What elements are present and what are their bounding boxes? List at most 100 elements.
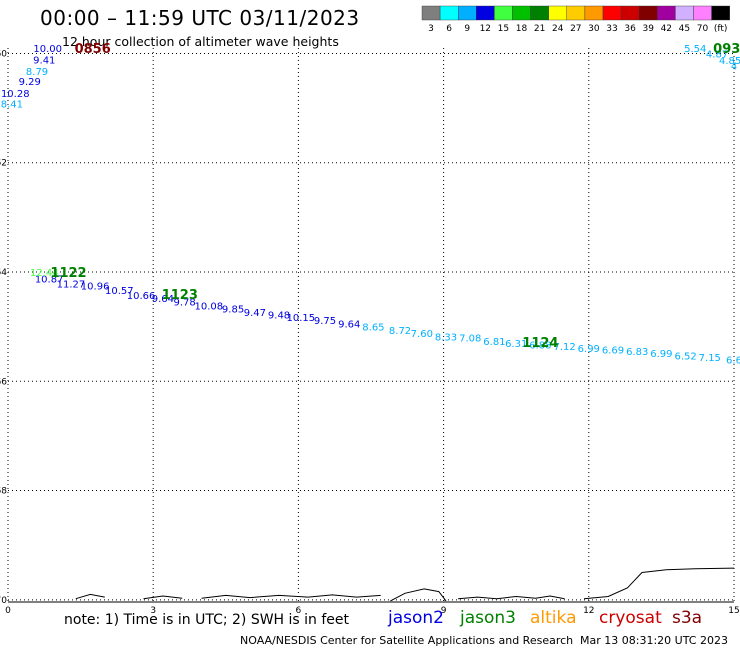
swh-point-label: 6.99	[650, 349, 672, 360]
coastline-segment	[75, 593, 105, 600]
swh-point-label: 7.60	[411, 329, 433, 340]
swh-point-label: 4.85	[719, 56, 740, 67]
footer-organization: NOAA/NESDIS Center for Satellite Applica…	[240, 634, 574, 647]
swh-point-label: 9.64	[338, 319, 360, 330]
pass-time-label: 1123	[162, 288, 198, 303]
colorbar-swatch	[548, 5, 568, 21]
swh-point-label: 12.44	[30, 268, 59, 279]
swh-point-label: 6.81	[483, 337, 505, 348]
coastline-segment	[458, 595, 565, 600]
swh-point-label: 10.96	[81, 282, 110, 293]
colorbar-label: 36	[624, 24, 636, 34]
colorbar-label: 15	[498, 24, 509, 34]
swh-point-label: 8.65	[362, 323, 384, 334]
swh-point-label: 7.15	[699, 353, 721, 364]
chart-grid	[8, 48, 734, 602]
swh-point-label: 6.31	[505, 339, 527, 350]
swh-point-label: 4	[731, 61, 737, 72]
colorbar-swatch	[639, 5, 658, 21]
chart-note: note: 1) Time is in UTC; 2) SWH is in fe…	[64, 612, 350, 628]
colorbar-swatch	[675, 5, 694, 21]
legend-jason2: jason2	[388, 608, 444, 628]
swh-point-label: 10.28	[1, 89, 30, 100]
pass-time-label: 1122	[50, 266, 86, 281]
colorbar-swatch	[566, 5, 586, 21]
y-tick-label: -64	[0, 268, 7, 278]
x-tick-label: 6	[296, 606, 302, 616]
colorbar-swatch	[458, 5, 477, 21]
swh-point-label: 6.83	[626, 347, 648, 358]
swh-point-label: 6.99	[578, 344, 600, 355]
swh-point-label: 9.29	[19, 77, 41, 88]
swh-point-label: 5.54	[684, 44, 706, 55]
swh-point-label: 8.33	[435, 332, 457, 343]
y-tick-label: -68	[0, 487, 7, 497]
swh-point-label: 6.52	[674, 352, 696, 363]
swh-point-label: 9.41	[33, 55, 55, 66]
footer-timestamp: Mar 13 08:31:20 UTC 2023	[580, 634, 728, 647]
colorbar-label: 33	[606, 24, 617, 34]
x-tick-label: 9	[441, 606, 447, 616]
swh-point-label: 9.48	[268, 311, 290, 322]
swh-point-label: 10.00	[33, 44, 62, 55]
colorbar-swatch	[584, 5, 604, 21]
colorbar-label: 30	[588, 24, 600, 34]
y-tick-label: -62	[0, 159, 7, 169]
swh-point-label: 8.41	[1, 100, 23, 111]
colorbar-swatch	[439, 5, 459, 21]
colorbar-label: 42	[661, 24, 672, 34]
swh-point-label: 9.85	[222, 305, 244, 316]
swh-point-label: 7.12	[553, 342, 575, 353]
colorbar-swatch	[693, 5, 712, 21]
colorbar-label: 12	[480, 24, 491, 34]
legend-cryosat: cryosat	[599, 608, 662, 628]
swh-point-label: 7.08	[459, 334, 481, 345]
colorbar-label: 6	[446, 24, 452, 34]
colorbar-swatch	[711, 5, 730, 21]
x-tick-label: 3	[150, 606, 156, 616]
coastline-segment	[201, 594, 381, 599]
swh-point-label: 9.75	[314, 316, 336, 327]
colorbar-swatch	[494, 5, 513, 21]
axis-ticks: 0 3 6 9 12 15 -60 -62 -64 -66 -68 -70	[0, 49, 740, 616]
colorbar-label: 21	[534, 24, 545, 34]
swh-point-label: 9.64	[152, 294, 174, 305]
colorbar-swatch	[620, 5, 640, 21]
pass-time-label: 093	[713, 42, 740, 57]
legend-altika: altika	[530, 608, 577, 628]
swh-point-label: 6.69	[602, 346, 624, 357]
coastline-segment	[143, 595, 183, 600]
swh-point-label: 11.27	[57, 279, 86, 290]
colorbar-label: 24	[552, 24, 564, 34]
pass-time-labels: 0856 1122 1123 1124 093	[50, 42, 740, 351]
pass-time-label: 1124	[522, 336, 558, 351]
colorbar-legend: 3 6 9 12 15 18 21 24 27 30 33 36 39 42 45 70 (ft)	[421, 5, 730, 34]
colorbar-swatch	[657, 5, 676, 21]
swh-point-label: 6.6	[726, 355, 740, 366]
legend-s3a: s3a	[672, 608, 703, 628]
page-title: 00:00 – 11:59 UTC 03/11/2023	[40, 6, 360, 30]
colorbar-label: 9	[464, 24, 470, 34]
colorbar-label: 18	[516, 24, 528, 34]
swh-point-label: 10.08	[195, 301, 224, 312]
swh-point-label: 8.79	[26, 67, 48, 78]
page-subtitle: 12 hour collection of altimeter wave hei…	[62, 34, 339, 49]
x-tick-label: 15	[728, 606, 739, 616]
swh-point-label: 10.87	[35, 275, 64, 286]
swh-point-label: 10.15	[286, 313, 315, 324]
colorbar-label: 39	[642, 24, 654, 34]
x-tick-label: 0	[5, 606, 11, 616]
colorbar-label: (ft)	[714, 24, 728, 34]
colorbar-label: 45	[679, 24, 690, 34]
colorbar-swatch	[602, 5, 622, 21]
swh-point-label: 9.47	[244, 308, 266, 319]
swh-point-label: 6.88	[529, 341, 551, 352]
pass-time-label: 0856	[75, 42, 111, 57]
plot-frame	[7, 48, 735, 603]
coastline	[75, 567, 735, 602]
colorbar-swatch	[476, 5, 495, 21]
y-tick-label: -66	[0, 377, 7, 387]
colorbar-label: 3	[428, 24, 434, 34]
